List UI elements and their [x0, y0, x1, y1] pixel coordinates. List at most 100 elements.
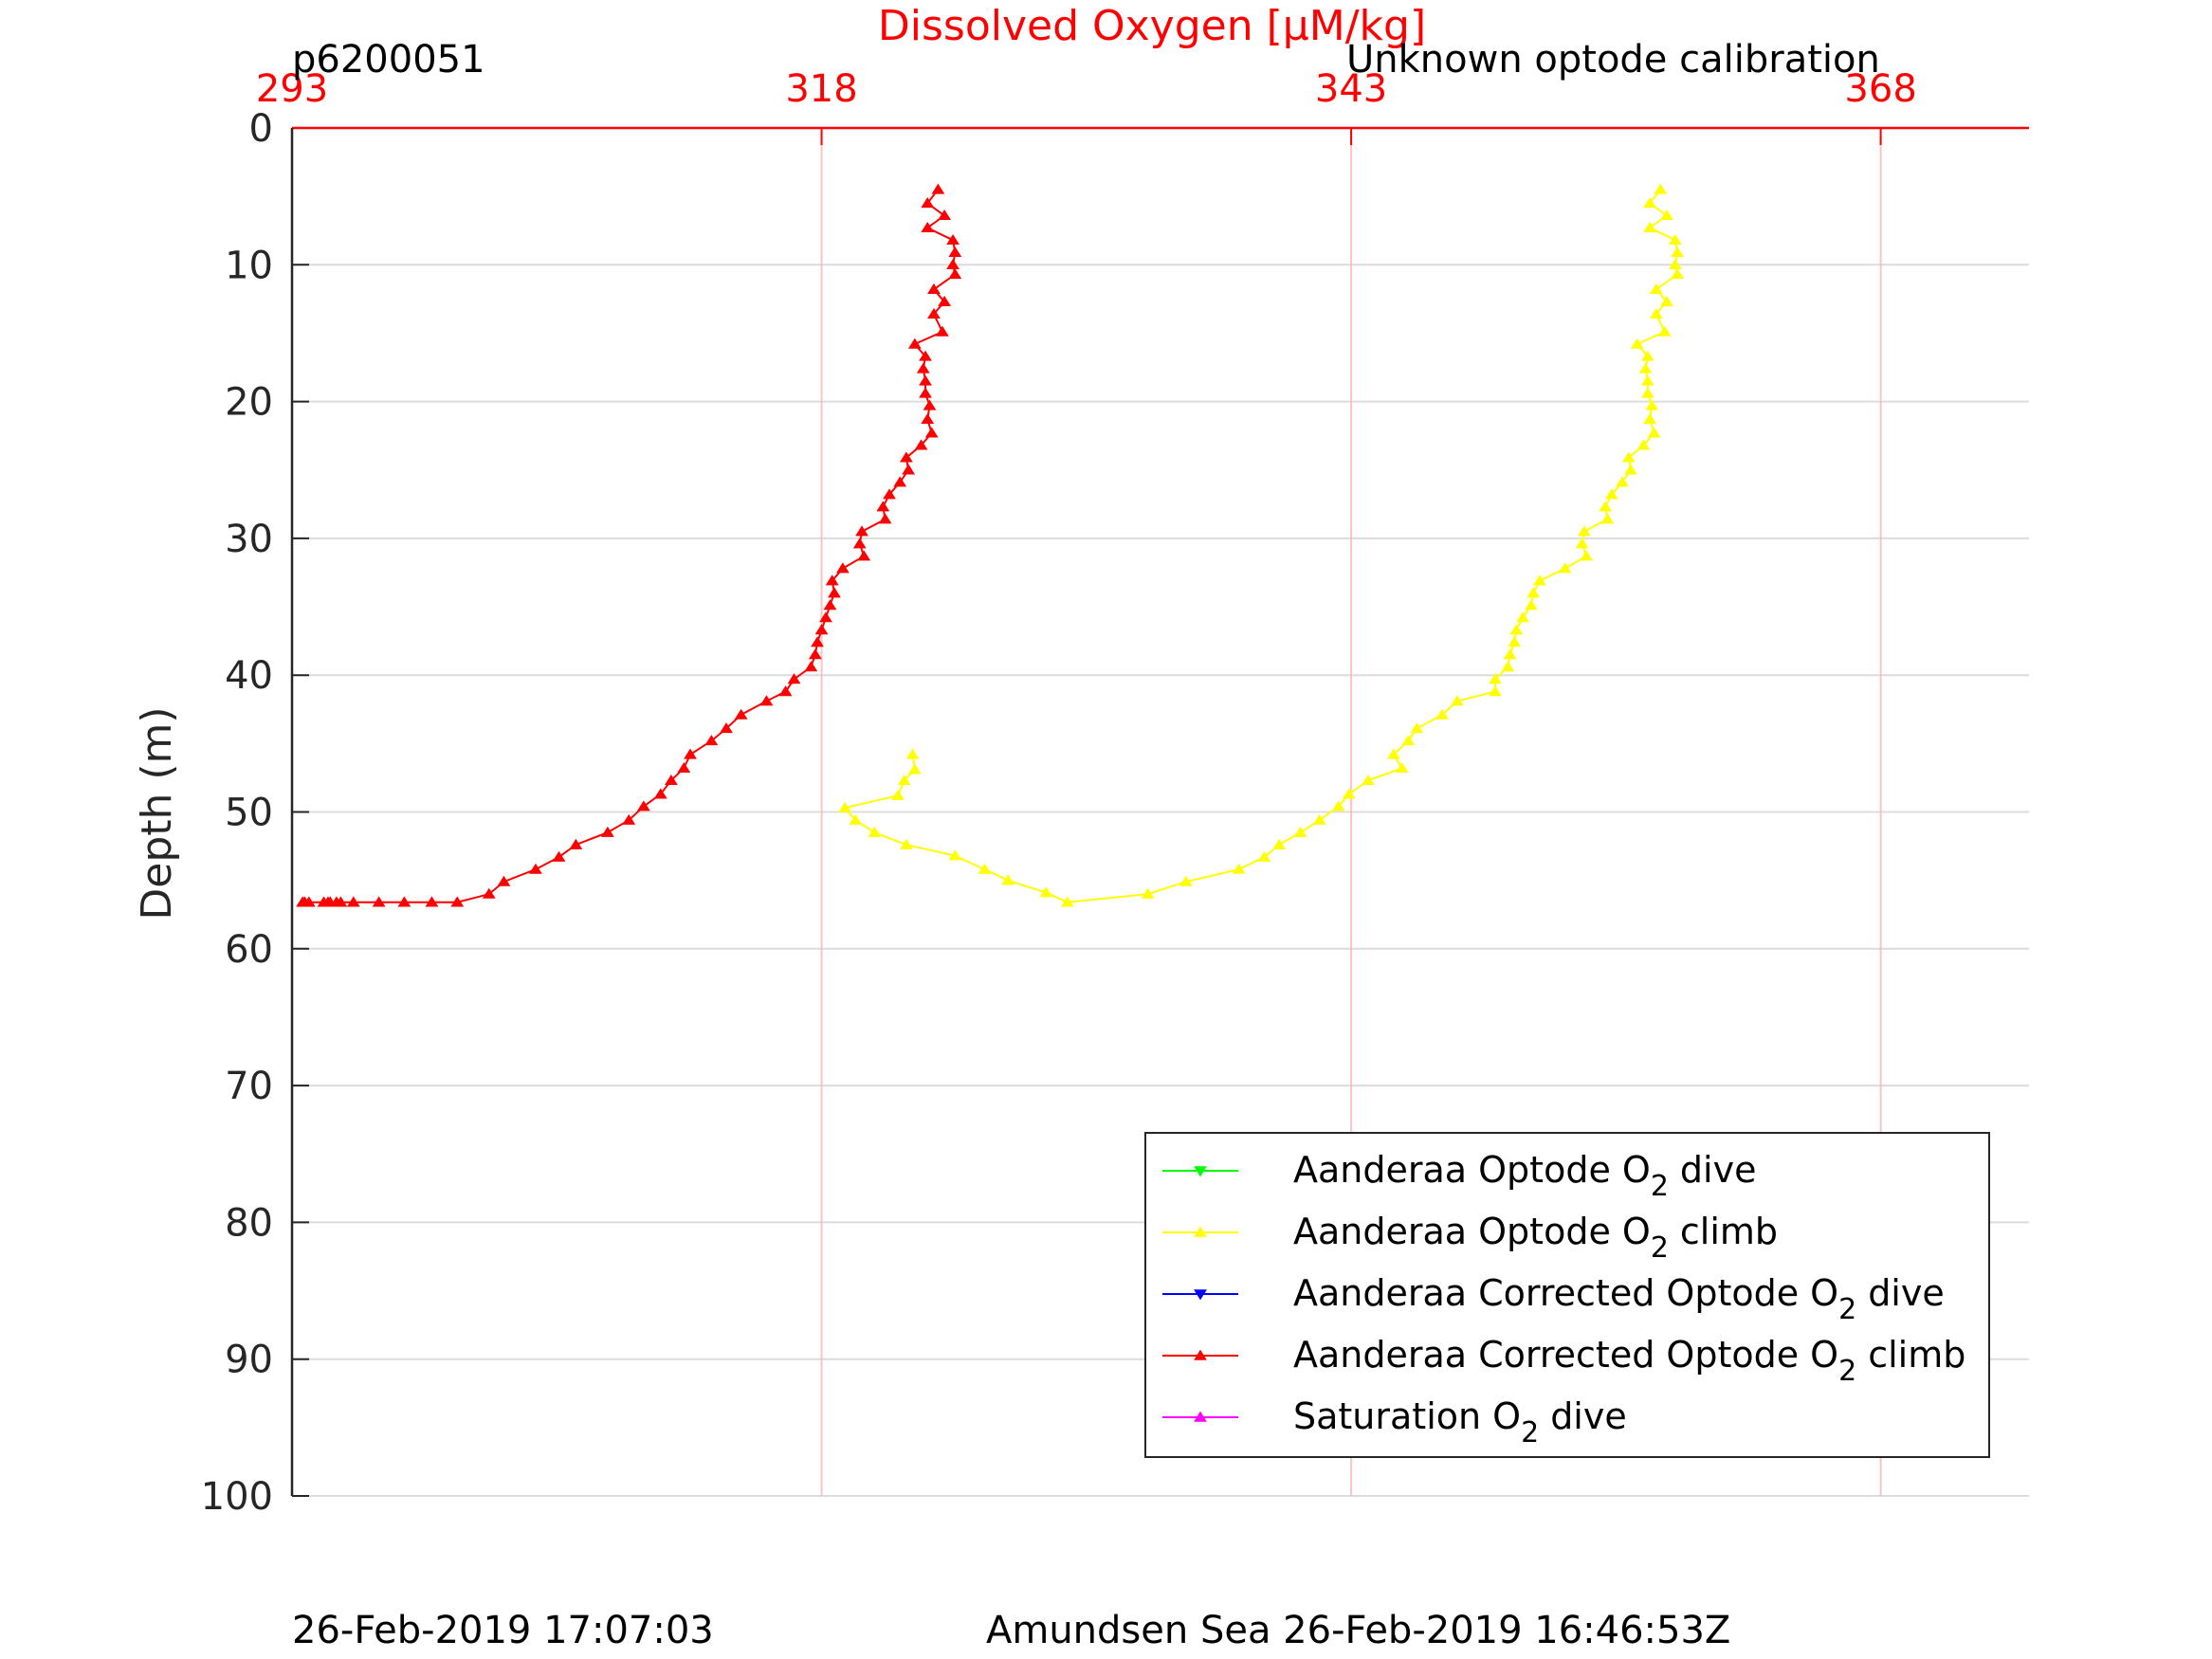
legend-swatch-marker: [1194, 1166, 1207, 1177]
data-point: [1257, 850, 1271, 862]
y-tick-label: 20: [225, 381, 273, 425]
legend-entry-0: Aanderaa Optode O2 dive: [1162, 1149, 1756, 1203]
data-point: [450, 896, 465, 907]
data-point: [948, 849, 962, 861]
data-point: [927, 283, 941, 294]
data-point: [1657, 325, 1672, 337]
data-point: [1640, 387, 1654, 398]
data-point: [653, 788, 667, 799]
data-point: [1640, 350, 1654, 361]
data-point: [1489, 673, 1502, 684]
data-point: [876, 501, 890, 512]
data-point: [622, 813, 636, 825]
data-point: [811, 636, 824, 647]
legend-swatch-marker: [1194, 1226, 1207, 1237]
data-point: [1401, 735, 1416, 746]
data-point: [921, 197, 935, 209]
y-tick-label: 100: [201, 1475, 273, 1519]
data-point: [838, 801, 852, 812]
data-point: [1640, 374, 1654, 386]
profile-id-label: p6200051: [292, 38, 485, 82]
data-point: [497, 875, 511, 886]
legend-label: Aanderaa Optode O2 climb: [1293, 1211, 1778, 1265]
data-point: [849, 813, 863, 825]
data-point: [1577, 525, 1591, 537]
data-point: [857, 550, 871, 561]
legend-entry-1: Aanderaa Optode O2 climb: [1162, 1211, 1778, 1265]
y-tick-label: 10: [225, 244, 273, 287]
data-point: [808, 648, 822, 660]
data-point: [397, 896, 411, 907]
data-point: [900, 838, 913, 849]
data-point: [1638, 362, 1653, 374]
series-3: [296, 183, 962, 907]
data-point: [1060, 896, 1074, 907]
legend-swatch-marker: [1194, 1349, 1207, 1360]
data-point: [1410, 722, 1424, 734]
data-point: [835, 562, 850, 574]
data-point: [1001, 874, 1015, 885]
data-point: [1509, 624, 1524, 635]
data-point: [907, 763, 922, 775]
data-point: [1630, 337, 1644, 349]
legend-entry-2: Aanderaa Corrected Optode O2 dive: [1162, 1272, 1945, 1326]
data-point: [1604, 488, 1618, 500]
footer-timestamp: 26-Feb-2019 17:07:03: [292, 1609, 714, 1652]
data-point: [1508, 636, 1522, 647]
data-point: [317, 896, 331, 907]
legend-swatch-marker: [1194, 1289, 1207, 1301]
data-point: [927, 307, 941, 319]
data-point: [902, 464, 916, 475]
footer-location-time: Amundsen Sea 26-Feb-2019 16:46:53Z: [986, 1609, 1731, 1652]
data-point: [1645, 399, 1659, 410]
data-point: [600, 826, 614, 837]
data-point: [883, 488, 896, 500]
data-point: [919, 387, 932, 398]
data-point: [1516, 611, 1529, 623]
y-tick-label: 50: [225, 792, 273, 835]
data-point: [819, 611, 832, 623]
data-point: [921, 221, 935, 233]
legend-entry-4: Saturation O2 dive: [1162, 1395, 1627, 1449]
data-point: [1580, 550, 1593, 561]
data-point: [1450, 695, 1464, 706]
data-point: [1533, 574, 1546, 586]
data-point: [636, 800, 650, 811]
data-point: [923, 399, 937, 410]
data-point: [916, 362, 930, 374]
data-point: [1503, 648, 1517, 660]
data-point: [825, 574, 839, 586]
x-tick-label: 318: [785, 67, 857, 111]
data-point: [1649, 307, 1663, 319]
series-layer: [296, 183, 1685, 907]
data-point: [1616, 476, 1629, 487]
data-point: [855, 525, 868, 537]
y-tick-label: 80: [225, 1201, 273, 1245]
legend: Aanderaa Optode O2 dive Aanderaa Optode O2…: [1144, 1132, 1990, 1458]
data-point: [787, 673, 801, 684]
data-point: [1671, 268, 1685, 280]
data-point: [1660, 210, 1673, 221]
data-point: [296, 896, 310, 907]
data-point: [734, 708, 748, 720]
legend-label: Aanderaa Optode O2 dive: [1293, 1149, 1756, 1203]
data-point: [1525, 599, 1538, 611]
data-point: [704, 735, 719, 746]
data-point: [1624, 464, 1637, 475]
data-point: [1599, 501, 1613, 512]
data-point: [828, 587, 841, 598]
data-point: [1671, 246, 1685, 258]
data-point: [1435, 708, 1450, 720]
data-point: [677, 761, 691, 774]
data-point: [938, 295, 952, 306]
series-1: [838, 183, 1685, 907]
x-tick-label: 293: [256, 67, 328, 111]
data-point: [1526, 587, 1541, 598]
data-point: [804, 661, 818, 672]
data-point: [948, 268, 962, 280]
data-point: [1668, 233, 1682, 246]
data-point: [852, 538, 867, 549]
data-point: [1039, 886, 1053, 898]
data-point: [948, 246, 962, 258]
